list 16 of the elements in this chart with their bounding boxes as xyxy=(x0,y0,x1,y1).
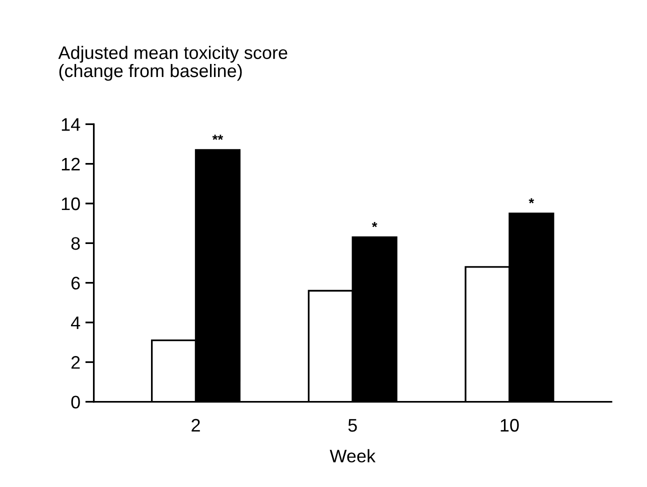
y-tick-label: 4 xyxy=(70,316,80,330)
annotation: ** xyxy=(212,134,224,140)
y-tick-label: 14 xyxy=(62,118,80,131)
y-tick-label: 0 xyxy=(71,396,80,408)
y-tick-label: 12 xyxy=(62,158,80,170)
x-tick-label: 10 xyxy=(500,418,519,432)
y-axis-title: Adjusted mean toxicity score (change from baseline) xyxy=(58,46,288,81)
annotation: * xyxy=(528,198,534,204)
annotation: * xyxy=(372,222,378,228)
y-tick-label: 10 xyxy=(62,197,80,210)
y-tick-label: 6 xyxy=(71,276,80,290)
x-axis-title: Week xyxy=(330,449,376,462)
x-tick-label: 2 xyxy=(192,418,200,432)
y-tick-label: 8 xyxy=(71,237,80,250)
y-tick-label: 2 xyxy=(71,356,80,369)
x-tick-label: 5 xyxy=(348,419,357,432)
